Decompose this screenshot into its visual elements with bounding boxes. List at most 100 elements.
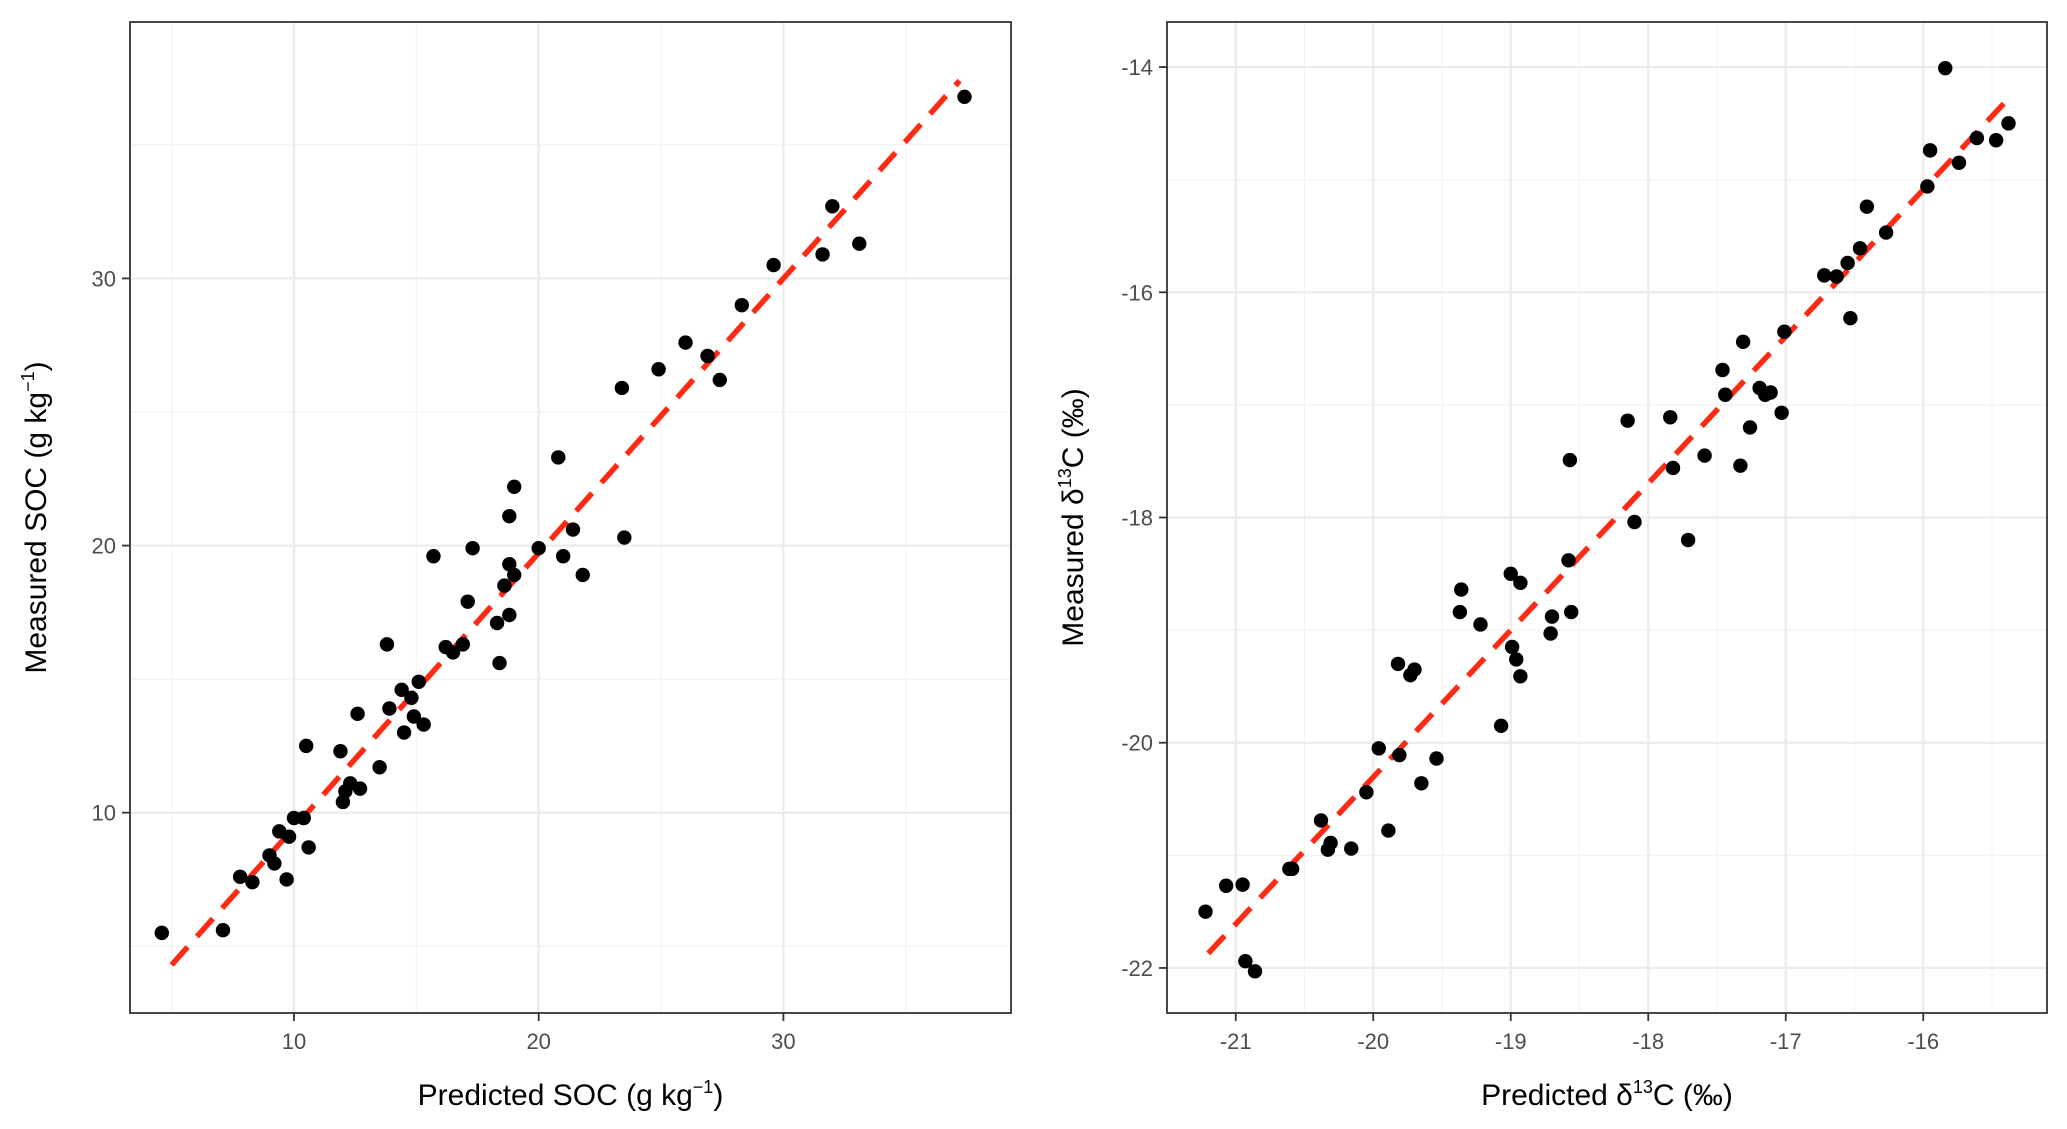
- data-point: [1951, 155, 1967, 170]
- data-point: [1392, 747, 1407, 763]
- data-point: [1620, 413, 1635, 428]
- data-point: [296, 810, 311, 826]
- data-point: [502, 607, 517, 623]
- data-point: [416, 717, 431, 732]
- soc-y-title-end: ): [20, 361, 53, 371]
- data-point: [1715, 362, 1730, 378]
- data-point: [1735, 334, 1751, 350]
- data-point: [614, 380, 630, 396]
- data-point: [502, 557, 517, 572]
- y-tick-label: 10: [92, 801, 116, 826]
- x-tick-label: -20: [1357, 1029, 1389, 1054]
- x-tick-label: -17: [1770, 1029, 1802, 1054]
- d13c-scatter-chart: -21 -20 -19 -18 -17 -16 -22 -20 -18 -16 -14 Predi…: [1055, 21, 2048, 1112]
- data-point: [575, 567, 590, 583]
- data-point: [1452, 604, 1468, 620]
- data-point: [301, 840, 316, 855]
- d13c-y-ticks: -22 -20 -18 -16 -14: [1121, 55, 1167, 981]
- data-point: [154, 925, 170, 941]
- x-tick-label: -18: [1632, 1029, 1664, 1054]
- data-point: [1840, 255, 1855, 271]
- data-point: [1562, 452, 1578, 468]
- data-point: [1313, 813, 1329, 828]
- x-tick-label: -16: [1907, 1029, 1939, 1054]
- data-point: [531, 541, 546, 556]
- data-point: [507, 567, 522, 583]
- data-point: [1938, 60, 1953, 76]
- d13c-fit-line: [1206, 96, 2011, 956]
- y-tick-label: -18: [1121, 506, 1153, 531]
- data-point: [333, 744, 348, 759]
- data-point: [1763, 385, 1778, 400]
- data-point: [1878, 225, 1894, 240]
- data-point: [1843, 310, 1858, 326]
- d13c-y-title-end: C (‰): [1057, 388, 1090, 468]
- data-point: [379, 637, 395, 652]
- data-point: [1829, 269, 1844, 284]
- data-point: [492, 655, 507, 671]
- data-point: [1544, 609, 1560, 624]
- soc-x-axis-title: Predicted SOC (g kg−1): [418, 1077, 724, 1112]
- data-point: [1198, 904, 1213, 919]
- data-point: [700, 348, 715, 364]
- data-point: [825, 199, 840, 214]
- data-point: [1344, 841, 1359, 856]
- soc-grid: [130, 22, 1011, 1013]
- d13c-fit-line-layer: [1206, 96, 2011, 956]
- data-point: [1969, 130, 1985, 146]
- d13c-grid: [1167, 22, 2047, 1013]
- data-point: [232, 869, 248, 884]
- data-point: [1733, 458, 1748, 473]
- data-point: [267, 856, 282, 871]
- data-point: [279, 872, 294, 887]
- soc-y-ticks: 10 20 30: [92, 266, 130, 826]
- data-point: [445, 645, 461, 660]
- data-point: [1718, 387, 1733, 402]
- data-point: [1359, 785, 1374, 800]
- data-point: [565, 522, 581, 537]
- d13c-y-title-sup: 13: [1055, 468, 1075, 488]
- x-tick-label: 30: [771, 1029, 795, 1054]
- data-point: [1543, 626, 1558, 641]
- data-point: [1561, 553, 1576, 568]
- data-point: [350, 706, 365, 722]
- data-point: [455, 637, 471, 652]
- y-tick-label: -22: [1121, 956, 1153, 981]
- data-point: [678, 335, 693, 350]
- data-point: [1503, 566, 1518, 582]
- data-point: [1235, 877, 1250, 892]
- soc-panel-border: [129, 21, 1012, 1014]
- y-tick-label: 20: [92, 534, 116, 559]
- soc-x-title-end: ): [713, 1079, 723, 1112]
- d13c-x-title-sup: 13: [1633, 1077, 1653, 1097]
- data-point: [460, 594, 475, 609]
- data-point: [1513, 669, 1528, 684]
- data-point: [1742, 420, 1758, 435]
- data-point: [1627, 514, 1642, 530]
- data-point: [1680, 532, 1696, 548]
- data-point: [712, 372, 727, 388]
- d13c-x-title-main: Predicted δ: [1481, 1079, 1633, 1112]
- data-point: [1407, 662, 1422, 677]
- data-point: [1473, 617, 1488, 632]
- data-point: [1697, 448, 1712, 463]
- data-point: [382, 701, 397, 716]
- data-point: [406, 709, 422, 724]
- data-point: [1454, 582, 1469, 597]
- d13c-x-title-end: C (‰): [1653, 1079, 1733, 1112]
- data-point: [1509, 652, 1524, 667]
- data-point: [1564, 604, 1579, 620]
- y-tick-label: 30: [92, 266, 116, 291]
- data-point: [245, 874, 260, 890]
- data-point: [1859, 199, 1875, 214]
- data-point: [957, 89, 972, 104]
- data-point: [396, 725, 412, 740]
- data-point: [2001, 116, 2016, 131]
- data-point: [1852, 241, 1868, 256]
- data-point: [1218, 878, 1234, 893]
- data-point: [617, 530, 632, 545]
- data-point: [411, 674, 426, 689]
- data-point: [815, 247, 830, 262]
- data-point: [1513, 575, 1528, 591]
